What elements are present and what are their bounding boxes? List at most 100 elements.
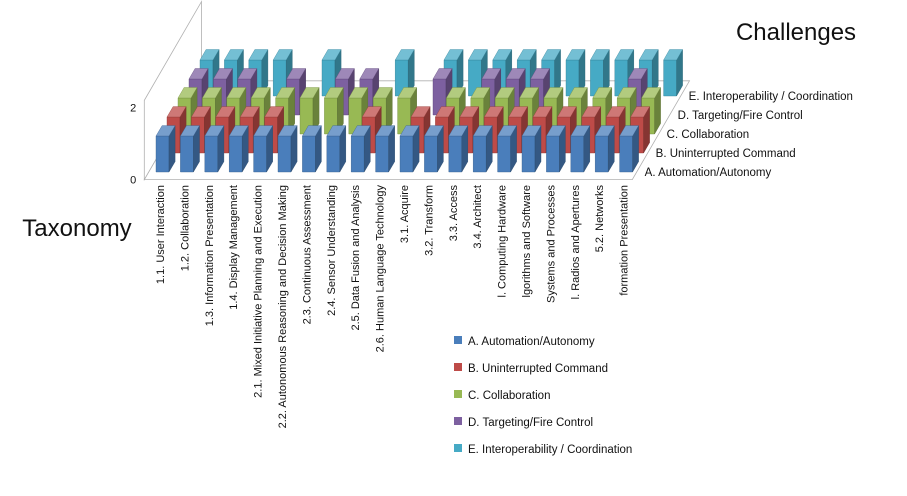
bar-top-face (199, 49, 220, 61)
bar-top-face (519, 87, 539, 99)
bar (326, 124, 347, 173)
series-tick-label: C. Collaboration (667, 129, 749, 141)
legend-swatch (454, 363, 462, 371)
category-tick-label: l. Radios and Apertures (570, 185, 582, 300)
bar (424, 124, 444, 173)
bar-top-face (277, 125, 298, 137)
bar-front-face (473, 135, 487, 173)
bar-top-face (483, 106, 504, 118)
category-tick-label: 1.4. Display Management (228, 185, 240, 310)
bar-front-face (351, 135, 365, 173)
bar (521, 124, 542, 173)
bar-top-face (410, 106, 431, 118)
bar-front-face (546, 135, 560, 173)
category-tick-label: l. Computing Hardware (497, 185, 509, 298)
bar-top-face (470, 87, 491, 99)
bar (448, 124, 469, 173)
bar-top-face (530, 68, 550, 80)
category-tick-label: Systems and Processes (545, 185, 557, 303)
bar-top-face (250, 87, 271, 99)
bar-front-face (277, 135, 292, 173)
legend-item: B. Uninterrupted Command (454, 363, 608, 375)
series-tick-label: E. Interoperability / Coordination (689, 91, 853, 103)
category-tick-label: lgorithms and Software (521, 185, 533, 298)
bar-front-face (302, 135, 316, 173)
bar-top-face (568, 87, 588, 99)
bar-front-face (228, 135, 243, 173)
bar (472, 124, 493, 173)
legend-label: A. Automation/Autonomy (468, 336, 595, 348)
bar (565, 48, 586, 97)
bar-top-face (605, 106, 626, 118)
category-tick-label: 2.1. Mixed Initiative Planning and Execu… (253, 185, 265, 398)
bar-top-face (350, 125, 371, 137)
bar-top-face (424, 125, 444, 137)
category-tick-label: 2.2. Autonomous Reasoning and Decision M… (277, 185, 289, 428)
bar-front-face (204, 135, 219, 173)
bar-top-face (492, 49, 513, 61)
bar-top-face (619, 125, 639, 137)
bar-top-face (326, 125, 347, 137)
bar-top-face (435, 106, 455, 118)
bar-top-face (594, 125, 615, 137)
bar-top-face (543, 87, 564, 99)
bar (324, 86, 344, 135)
bar (399, 124, 420, 173)
category-tick-label: 2.4. Sensor Understanding (326, 185, 338, 316)
category-tick-label: formation Presentation (619, 185, 631, 296)
bar-front-face (619, 135, 633, 173)
bar-top-face (638, 49, 659, 61)
legend-item: C. Collaboration (454, 390, 550, 402)
category-tick-label: 1.3. Information Presentation (204, 185, 216, 326)
bar-top-face (248, 49, 269, 61)
z-tick-label: 2 (130, 103, 136, 115)
category-tick-label: 5.2. Networks (594, 185, 606, 253)
bar (375, 124, 396, 173)
bar (302, 124, 322, 173)
bar-top-face (505, 68, 526, 80)
bar-top-face (202, 87, 222, 99)
bar-front-face (180, 135, 194, 173)
tick-labels: 0 2 1.1. User Interaction 1.2. Collaboratio… (130, 91, 853, 428)
legend-swatch (454, 336, 462, 344)
bar (590, 48, 610, 97)
legend-item: E. Interoperability / Coordination (454, 444, 632, 456)
bar-front-face (326, 135, 340, 173)
bar-top-face (565, 49, 586, 61)
legend-label: D. Targeting/Fire Control (468, 417, 593, 429)
bar-top-face (516, 49, 537, 61)
bar-front-face (595, 135, 609, 173)
bar-top-face (443, 49, 464, 61)
bar-top-face (532, 106, 553, 118)
bar-top-face (546, 125, 566, 137)
bar-top-face (446, 87, 466, 99)
bar-top-face (253, 125, 274, 137)
bar-top-face (663, 49, 683, 61)
bar-top-face (557, 106, 577, 118)
bar (497, 124, 517, 173)
legend-swatch (454, 390, 462, 398)
bar-top-face (616, 87, 637, 99)
bar-front-face (253, 135, 267, 173)
bar-top-face (177, 87, 198, 99)
bar-top-face (324, 87, 344, 99)
bar-top-face (361, 106, 382, 118)
bar-top-face (521, 125, 542, 137)
bar-top-face (627, 68, 648, 80)
bar (350, 124, 371, 173)
bar (570, 124, 591, 173)
bar-top-face (299, 87, 320, 99)
bar-top-face (359, 68, 380, 80)
bar-top-face (239, 106, 260, 118)
bar-top-face (375, 125, 396, 137)
bar-top-face (224, 49, 244, 61)
bar-top-face (397, 87, 418, 99)
bar-top-face (399, 125, 420, 137)
series-tick-label: D. Targeting/Fire Control (678, 110, 803, 122)
legend: A. Automation/Autonomy B. Uninterrupted C… (454, 336, 632, 456)
bar-top-face (215, 106, 236, 118)
bar-top-face (630, 106, 650, 118)
bar-top-face (335, 68, 355, 80)
bar-top-face (348, 87, 369, 99)
